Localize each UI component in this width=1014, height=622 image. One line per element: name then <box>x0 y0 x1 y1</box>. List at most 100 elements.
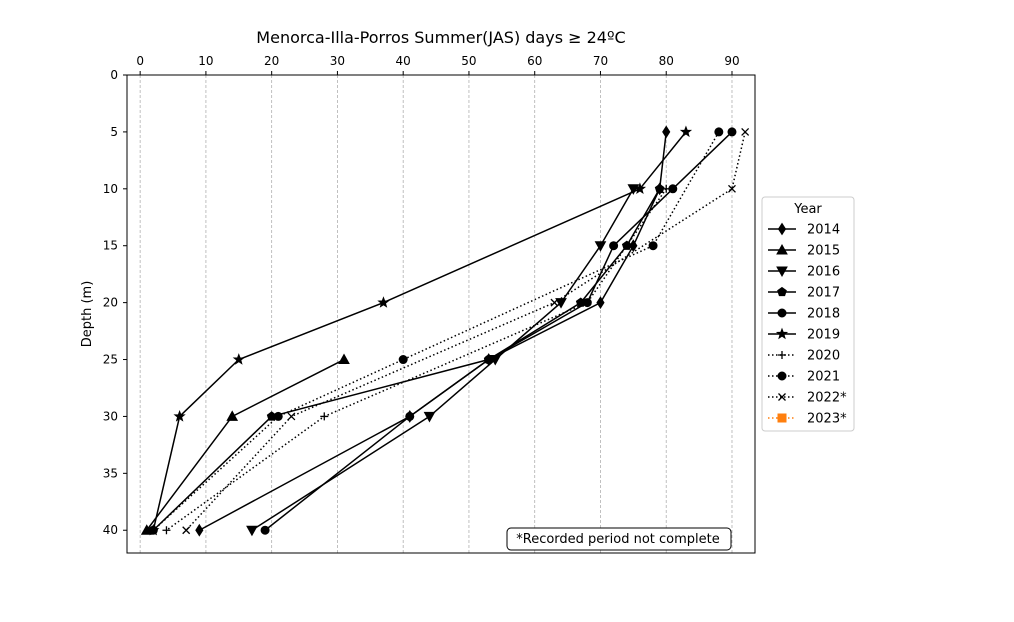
marker-circle <box>484 355 494 365</box>
series-2020 <box>162 184 671 535</box>
legend: Year 2014 2015 2016 2017 2018 2019 2020 2021 202… <box>761 196 855 432</box>
legend-item: 2016 <box>768 265 840 280</box>
annotation-frame <box>506 527 732 551</box>
x-tick-label: 60 <box>527 54 542 68</box>
y-tick-label: 0 <box>110 68 118 82</box>
marker-x <box>741 127 750 136</box>
marker-plus <box>162 526 171 535</box>
chart-title: Menorca-Illa-Porros Summer(JAS) days ≥ 2… <box>256 28 625 47</box>
marker-diamond <box>195 523 204 537</box>
y-tick-label: 10 <box>103 182 118 196</box>
x-tick-label: 40 <box>396 54 411 68</box>
x-tick-label: 10 <box>198 54 213 68</box>
annotation-text: *Recorded period not complete <box>516 532 720 547</box>
marker-circle <box>273 411 283 421</box>
legend-label: 2023* <box>807 412 847 427</box>
series-line <box>251 188 634 531</box>
x-tick-label: 90 <box>724 54 739 68</box>
series-2014 <box>195 125 671 537</box>
y-tick-label: 5 <box>110 125 118 139</box>
plot-frame <box>126 74 756 554</box>
series-2021 <box>148 127 724 535</box>
marker-circle <box>405 411 415 421</box>
marker-triangle-up <box>776 243 788 255</box>
legend-label: 2015 <box>807 244 840 259</box>
marker-circle <box>148 525 158 535</box>
marker-plus <box>583 298 592 307</box>
marker-square <box>777 413 787 423</box>
marker-circle <box>398 355 408 365</box>
y-tick-label: 20 <box>103 296 118 310</box>
marker-triangle-down <box>246 525 258 537</box>
legend-label: 2020 <box>807 349 840 364</box>
x-tick-label: 70 <box>593 54 608 68</box>
marker-circle <box>777 371 787 381</box>
marker-star <box>173 410 186 422</box>
x-tick-label: 0 <box>136 54 144 68</box>
marker-triangle-down <box>423 411 436 423</box>
marker-x <box>728 184 736 193</box>
marker-triangle-down <box>776 266 788 278</box>
x-tick-label: 50 <box>461 54 476 68</box>
legend-title: Year <box>793 202 822 217</box>
marker-plus <box>320 412 329 421</box>
marker-star <box>775 327 789 340</box>
legend-label: 2018 <box>807 307 840 322</box>
marker-star <box>377 296 390 308</box>
marker-circle <box>260 525 270 535</box>
legend-item: 2022* <box>768 391 847 406</box>
y-tick-label: 35 <box>103 466 118 480</box>
legend-item: 2017 <box>768 286 840 301</box>
annotation-box: *Recorded period not complete <box>506 527 732 551</box>
legend-label: 2019 <box>807 328 840 343</box>
series-line <box>152 188 661 531</box>
grid-layer <box>139 75 733 553</box>
series-2016 <box>246 184 640 537</box>
marker-x <box>287 412 296 421</box>
marker-pentagon <box>654 183 665 193</box>
marker-star <box>633 182 647 195</box>
series-line <box>198 131 667 531</box>
legend-item: 2018 <box>768 307 840 322</box>
marker-diamond <box>777 222 787 236</box>
legend-item: 2015 <box>768 244 840 259</box>
series-line <box>152 131 687 531</box>
marker-circle <box>777 308 787 318</box>
marker-circle <box>609 241 619 251</box>
marker-plus <box>662 184 671 193</box>
x-tick-label: 30 <box>330 54 345 68</box>
marker-triangle-up <box>338 353 350 365</box>
marker-triangle-up <box>226 410 239 421</box>
marker-star <box>679 125 693 138</box>
y-tick-label: 40 <box>103 523 118 537</box>
marker-star <box>232 353 245 365</box>
marker-plus <box>778 351 786 359</box>
y-tick-label: 15 <box>103 239 118 253</box>
marker-diamond <box>662 125 671 139</box>
legend-frame <box>761 196 855 432</box>
series-line <box>166 188 667 531</box>
axis-layer: 0 10 20 30 40 50 60 70 80 90 0 5 10 15 20 25 30 35 40 <box>103 54 740 537</box>
legend-label: 2016 <box>807 265 840 280</box>
series-2015 <box>140 353 350 535</box>
marker-diamond <box>596 296 605 310</box>
legend-label: 2014 <box>807 223 840 238</box>
series-layer <box>140 125 750 537</box>
marker-circle <box>714 127 724 137</box>
legend-item: 2014 <box>768 223 840 238</box>
legend-item: 2019 <box>768 328 840 343</box>
legend-item: 2021 <box>768 370 840 385</box>
legend-item: 2020 <box>768 349 840 364</box>
legend-item: 2023* <box>768 412 847 427</box>
x-tick-label: 20 <box>264 54 279 68</box>
legend-label: 2022* <box>807 391 847 406</box>
legend-label: 2021 <box>807 370 840 385</box>
marker-triangle-down <box>594 241 607 252</box>
y-tick-label: 25 <box>103 353 118 367</box>
marker-circle <box>727 127 737 137</box>
marker-x <box>182 526 191 535</box>
y-axis-title: Depth (m) <box>80 281 95 348</box>
marker-pentagon <box>777 286 787 297</box>
